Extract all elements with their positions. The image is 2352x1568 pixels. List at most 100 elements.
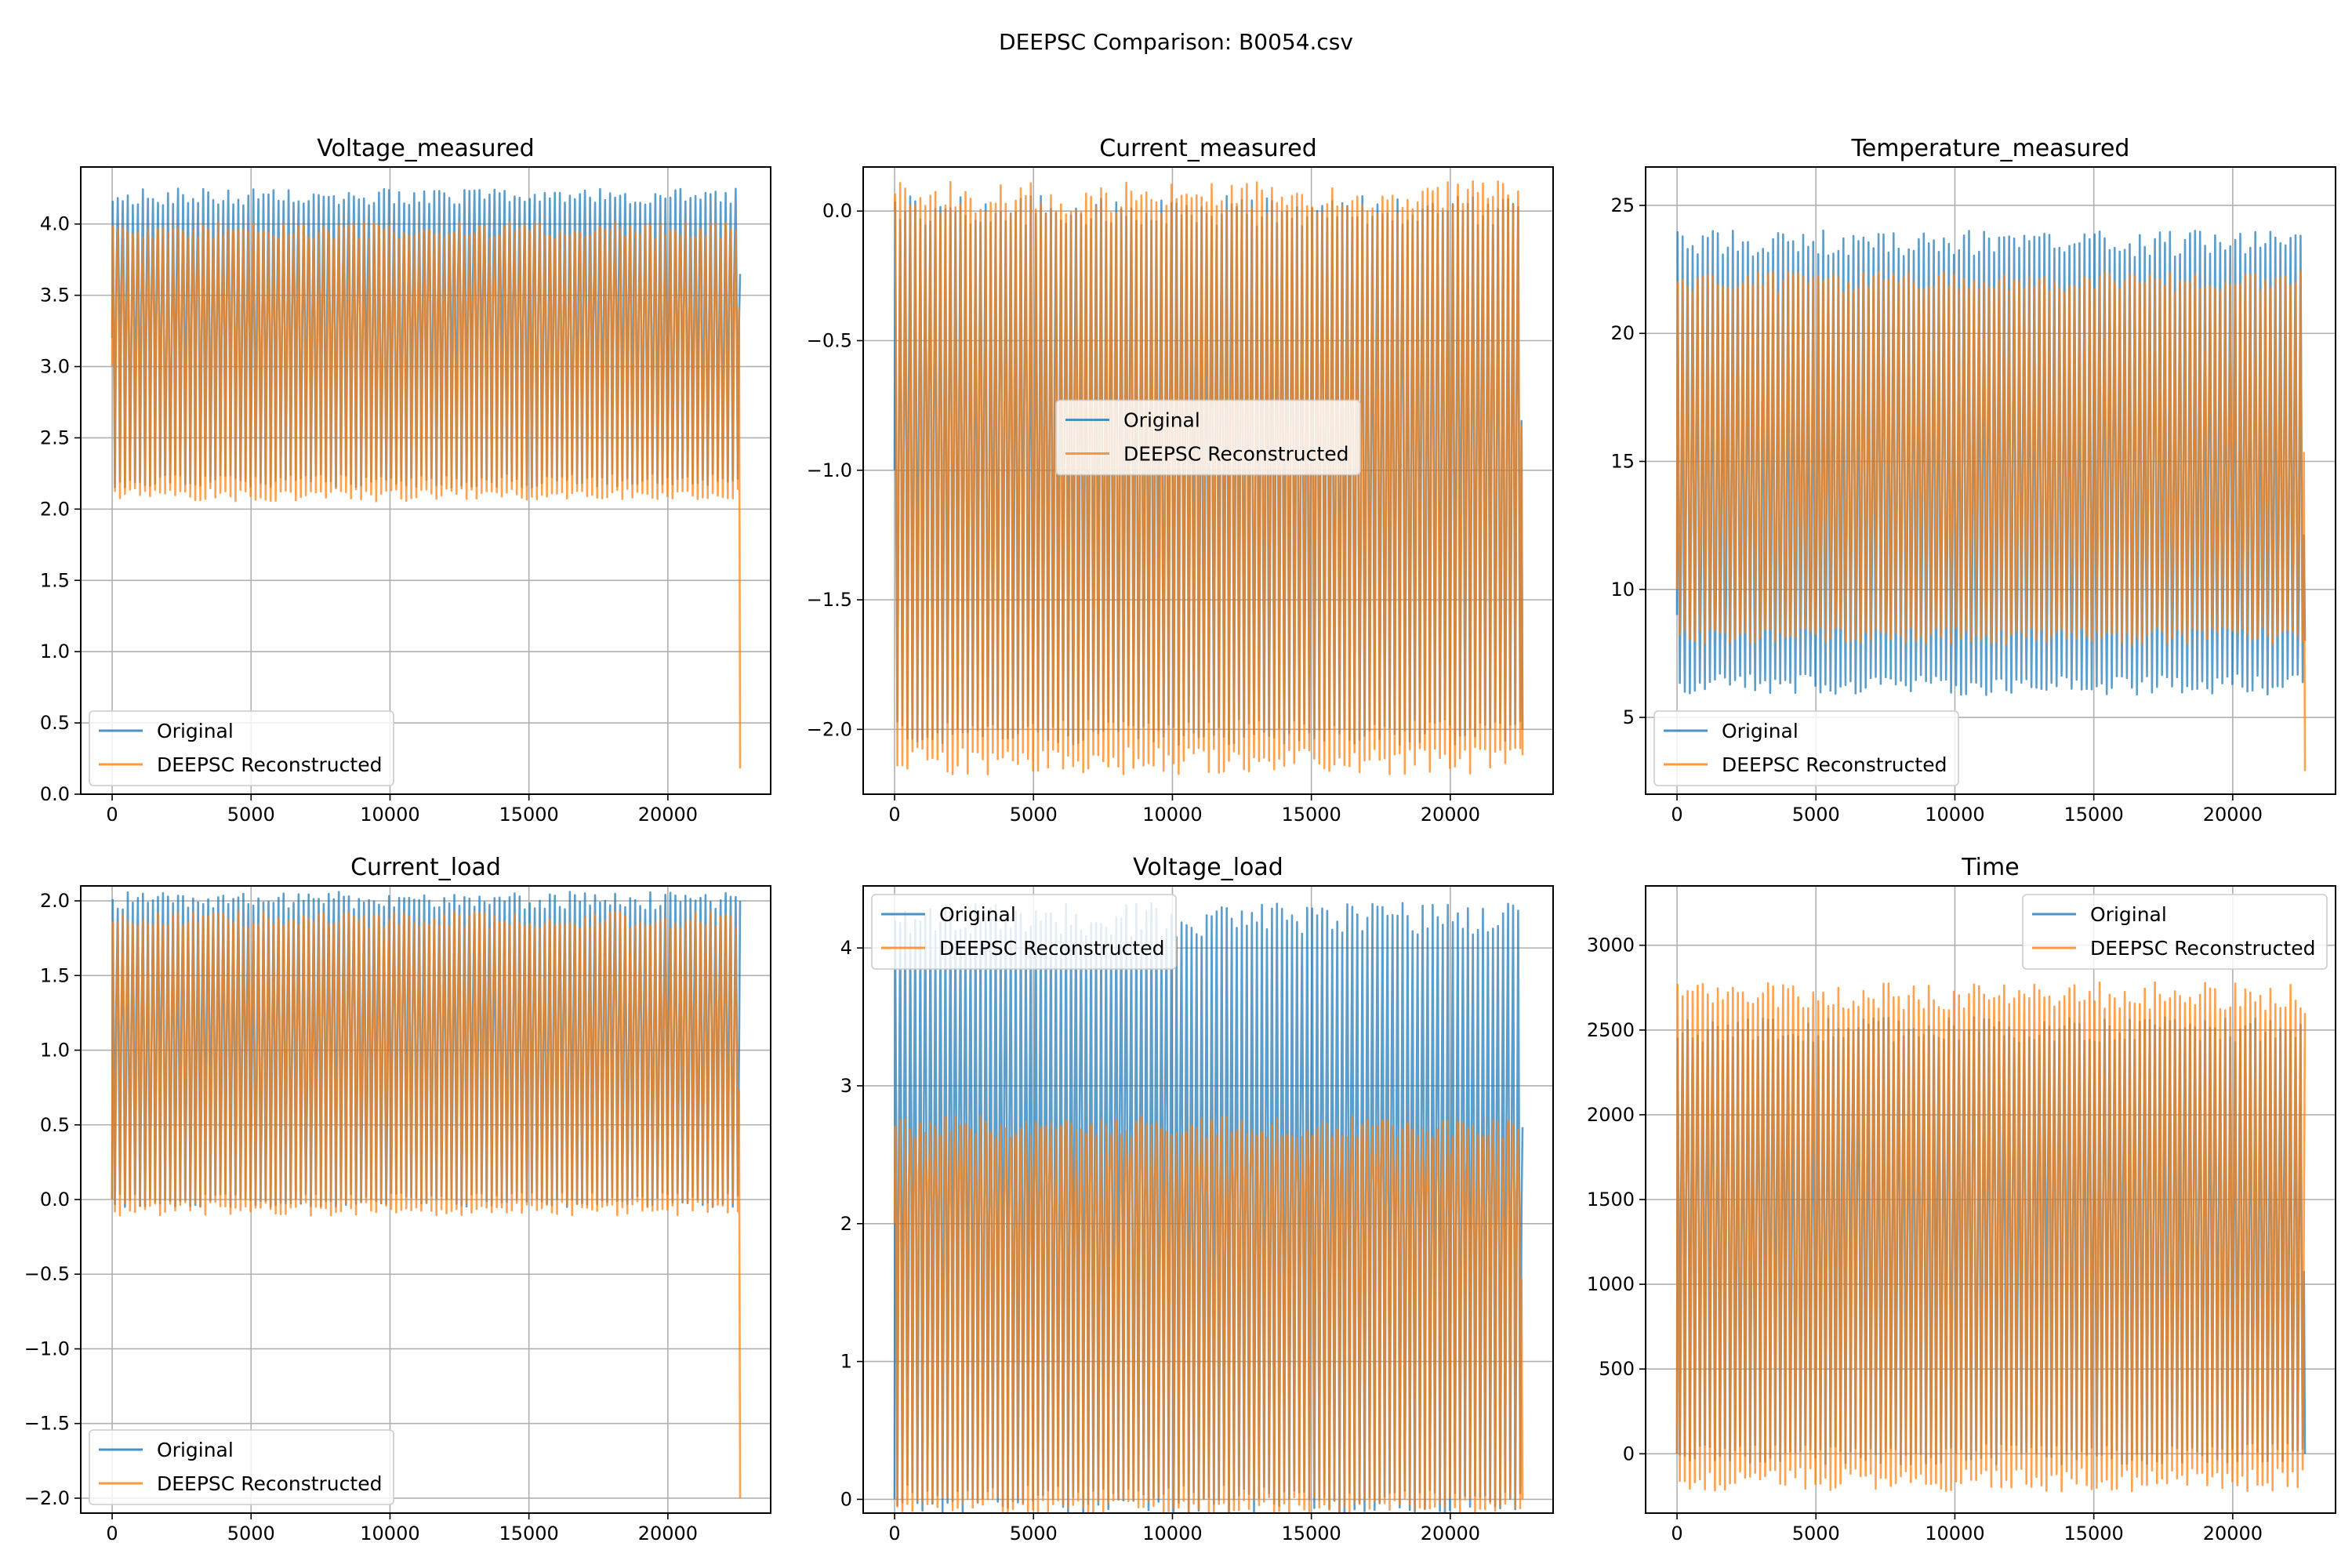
y-tick-label: −2.0 [24,1487,70,1509]
axes-frame [862,166,1554,795]
y-tick-label: 2.0 [40,890,70,912]
y-tick-label: 1.0 [40,641,70,662]
x-tick-label: 0 [888,804,900,826]
subplot-title: Voltage_measured [317,135,534,162]
series-line-reconstructed [893,1114,1524,1513]
y-tick-label: 10 [1610,579,1635,601]
x-tick-label: 10000 [1925,804,1984,826]
x-tick-label: 15000 [1281,1523,1341,1544]
x-tick-label: 5000 [227,1523,275,1544]
legend-box [2022,894,2328,970]
y-tick-label: −0.5 [807,329,852,351]
legend: Original DEEPSC Reconstructed [1055,399,1361,476]
x-tick-label: 10000 [1925,1523,1984,1544]
y-tick-label: 4 [840,937,852,959]
x-tick-label: 10000 [1142,1523,1202,1544]
legend-box [89,1429,394,1505]
x-tick-label: 5000 [1010,1523,1058,1544]
x-tick-label: 20000 [2203,804,2263,826]
y-tick-label: 2 [840,1213,852,1235]
subplot-current-measured: Current_measured 0 5000 10000 15000 20000 0.0 −… [807,135,1554,826]
x-tick-label: 10000 [360,804,419,826]
x-tick-label: 5000 [1010,804,1058,826]
y-tick-label: −1.0 [807,459,852,481]
y-tick-label: 0.0 [40,1189,70,1210]
subplot-title: Voltage_load [1133,854,1283,881]
x-tick-label: 0 [106,804,118,826]
y-tick-label: 3 [840,1075,852,1097]
subplot-current-load: Current_load 0 5000 10000 15000 20000 2.0 1.5 1.… [24,854,771,1544]
y-tick-label: 0.0 [40,783,70,805]
series-line-reconstructed [1675,981,2307,1493]
subplot-time: Time 0 5000 10000 15000 20000 0 500 1000 1500 2000… [1587,854,2336,1544]
legend-label: DEEPSC Reconstructed [157,753,382,776]
legend-label: Original [2090,903,2167,926]
subplot-title: Current_measured [1099,135,1317,162]
subplot-voltage-measured: Voltage_measured 0 5000 10000 15000 20000 0.0 0… [40,135,771,826]
axes-frame [80,166,771,795]
y-tick-label: 1.5 [40,964,70,986]
legend-label: Original [939,903,1016,926]
x-tick-label: 5000 [227,804,275,826]
legend-label: Original [157,720,234,742]
legend-box [1653,710,1959,786]
y-tick-label: 500 [1599,1358,1635,1380]
y-tick-label: 2.5 [40,426,70,448]
subplot-title: Time [1961,854,2019,881]
subplot-temperature-measured: Temperature_measured 0 5000 10000 15000 20000… [1610,135,2336,826]
axes-frame [1645,166,2336,795]
x-tick-label: 15000 [2063,1523,2123,1544]
y-tick-label: 2500 [1587,1019,1635,1041]
axes-frame [862,885,1554,1514]
legend: Original DEEPSC Reconstructed [871,894,1177,970]
y-tick-label: −1.5 [807,589,852,611]
y-tick-label: 0 [840,1488,852,1510]
legend-label: DEEPSC Reconstructed [2090,937,2315,960]
y-tick-label: 1.0 [40,1040,70,1062]
x-tick-label: 10000 [360,1523,419,1544]
y-tick-label: 3.5 [40,285,70,307]
x-tick-label: 5000 [1792,1523,1840,1544]
series-group [1675,229,2307,771]
y-tick-label: 4.0 [40,213,70,235]
legend-box [1055,399,1361,476]
subplot-title: Current_load [350,854,501,881]
series-group [893,902,1524,1513]
x-tick-label: 0 [1671,1523,1682,1544]
y-tick-label: 3000 [1587,935,1635,956]
x-tick-label: 0 [888,1523,900,1544]
legend: Original DEEPSC Reconstructed [89,710,394,786]
x-tick-label: 15000 [499,804,558,826]
series-line-reconstructed [1675,270,2307,771]
y-tick-label: −1.5 [24,1413,70,1435]
x-tick-label: 15000 [499,1523,558,1544]
y-tick-label: 2.0 [40,498,70,520]
legend: Original DEEPSC Reconstructed [1653,710,1959,786]
x-tick-label: 20000 [638,1523,698,1544]
y-tick-label: 0 [1623,1443,1635,1465]
series-line-reconstructed [111,222,742,769]
legend-label: DEEPSC Reconstructed [1123,443,1348,466]
legend-label: DEEPSC Reconstructed [939,937,1164,960]
y-tick-label: 0.0 [822,200,852,222]
series-group [111,891,742,1499]
y-tick-label: 20 [1610,322,1635,344]
subplot-title: Temperature_measured [1851,135,2130,162]
series-group [111,187,742,769]
x-tick-label: 20000 [638,804,698,826]
x-tick-label: 20000 [2203,1523,2263,1544]
x-tick-label: 0 [1671,804,1682,826]
x-tick-label: 20000 [1421,804,1480,826]
legend-label: DEEPSC Reconstructed [157,1472,382,1495]
series-line-reconstructed [111,910,742,1499]
series-group [1675,981,2307,1493]
y-tick-label: 1.5 [40,569,70,591]
x-tick-label: 10000 [1142,804,1202,826]
y-tick-label: 5 [1623,706,1635,728]
y-tick-label: 1 [840,1351,852,1373]
x-tick-label: 20000 [1421,1523,1480,1544]
legend-box [871,894,1177,970]
y-tick-label: 3.0 [40,356,70,378]
y-tick-label: 15 [1610,451,1635,473]
